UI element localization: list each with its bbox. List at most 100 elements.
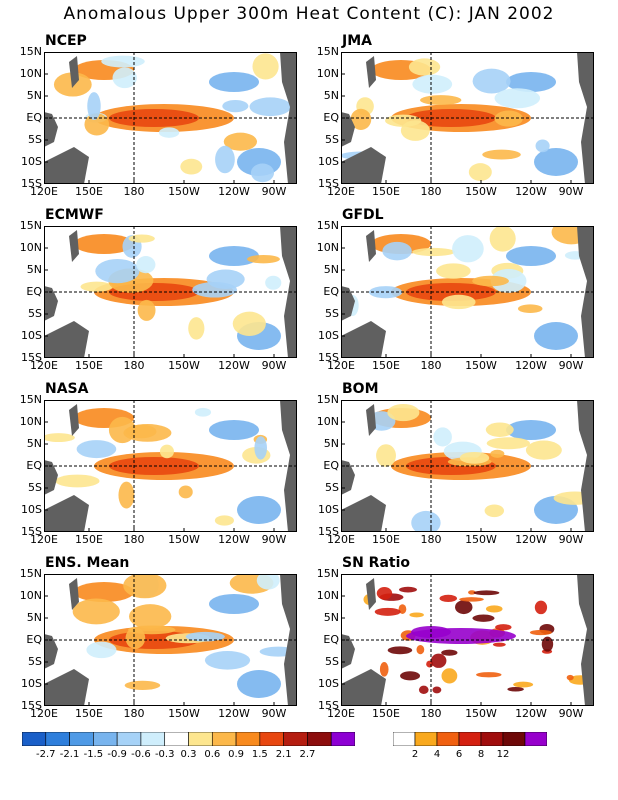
field-contour	[411, 510, 441, 532]
field-contour	[86, 641, 117, 659]
colorbar-swatch	[480, 732, 504, 746]
lon-label: 150W	[168, 185, 200, 198]
lon-label: 90W	[558, 359, 584, 372]
field-contour	[188, 317, 205, 340]
lon-label: 90W	[261, 185, 287, 198]
field-contour	[485, 422, 514, 437]
lat-label: 5N	[26, 263, 42, 276]
lat-label: 10N	[19, 241, 42, 254]
lon-label: 180	[420, 707, 442, 720]
land-mass	[341, 669, 386, 706]
lon-label: 150W	[465, 707, 497, 720]
land-mass	[44, 147, 89, 184]
anomaly-colorbar	[22, 732, 355, 746]
land-mass	[44, 634, 58, 669]
lat-label: 15S	[318, 351, 339, 364]
field-contour	[494, 88, 541, 109]
lat-label: 15N	[19, 219, 42, 232]
land-mass	[341, 147, 386, 184]
colorbar-swatch	[140, 732, 166, 746]
lat-label: 10N	[316, 589, 339, 602]
lon-label: 150W	[168, 707, 200, 720]
field-contour	[534, 148, 578, 176]
lat-label: 5N	[26, 89, 42, 102]
panel-frame	[44, 226, 297, 358]
land-mass	[44, 495, 89, 532]
lon-label: 120E	[327, 707, 355, 720]
field-contour	[204, 650, 251, 670]
field-contour	[420, 95, 462, 106]
field-contour	[128, 234, 155, 243]
field-contour	[489, 226, 516, 252]
field-contour	[76, 440, 117, 459]
field-contour	[74, 234, 134, 254]
field-contour	[459, 451, 490, 464]
lat-label: 15N	[19, 393, 42, 406]
field-contour	[223, 132, 258, 151]
land-mass	[341, 286, 355, 321]
field-contour	[194, 407, 212, 417]
land-mass	[280, 400, 297, 532]
field-contour	[256, 574, 280, 590]
field-contour	[416, 645, 425, 655]
field-contour	[376, 444, 396, 467]
land-mass	[577, 226, 594, 358]
map-field	[44, 52, 297, 184]
field-contour	[382, 241, 412, 261]
colorbar-swatch	[211, 732, 237, 746]
lat-label: 15N	[19, 567, 42, 580]
colorbar-label: 0.6	[204, 749, 221, 760]
field-contour	[472, 614, 495, 622]
field-contour	[254, 436, 267, 460]
colorbar-swatch	[188, 732, 213, 746]
lat-label: 5N	[323, 263, 339, 276]
lat-label: 15S	[21, 525, 42, 538]
colorbar-swatch	[69, 732, 94, 746]
colorbar-swatch	[524, 732, 547, 746]
field-contour	[136, 256, 156, 274]
colorbar-label: -1.5	[83, 749, 104, 760]
panel-label: SN Ratio	[342, 555, 411, 571]
lon-label: 120E	[327, 359, 355, 372]
field-contour	[452, 235, 484, 263]
lat-label: 10N	[316, 241, 339, 254]
lat-label: 10N	[316, 67, 339, 80]
lon-label: 120E	[327, 533, 355, 546]
land-mass	[577, 574, 594, 706]
lat-label: 5N	[323, 437, 339, 450]
lat-label: 10S	[318, 503, 339, 516]
lon-label: 150W	[465, 359, 497, 372]
land-mass	[280, 226, 297, 358]
lon-label: 90W	[558, 707, 584, 720]
lat-label: 10N	[19, 67, 42, 80]
field-contour	[408, 58, 441, 76]
colorbar-label: 0.9	[228, 749, 245, 760]
colorbar-swatch	[259, 732, 284, 746]
lon-label: 150E	[75, 185, 103, 198]
colorbar-label: -2.7	[36, 749, 56, 760]
field-contour	[430, 653, 447, 668]
panel-label: GFDL	[342, 207, 384, 223]
field-contour	[459, 597, 484, 602]
land-mass	[69, 230, 79, 262]
lon-label: 150E	[75, 707, 103, 720]
colorbar-swatch	[22, 732, 47, 746]
colorbar-swatch	[235, 732, 261, 746]
field-contour	[418, 685, 429, 694]
field-contour	[158, 127, 180, 138]
colorbar-swatch	[393, 732, 416, 746]
lat-label: 10S	[318, 329, 339, 342]
field-contour	[247, 254, 280, 264]
lat-label: 10S	[21, 503, 42, 516]
field-contour	[399, 586, 417, 593]
lon-label: 90W	[261, 533, 287, 546]
panel-label: ENS. Mean	[45, 555, 130, 571]
field-contour	[535, 139, 550, 153]
field-contour	[369, 286, 403, 299]
field-contour	[513, 681, 534, 688]
lat-label: 5N	[323, 89, 339, 102]
panel-label: ECMWF	[45, 207, 104, 223]
lat-label: EQ	[26, 633, 42, 646]
field-contour	[492, 642, 506, 647]
lon-label: 120E	[327, 185, 355, 198]
